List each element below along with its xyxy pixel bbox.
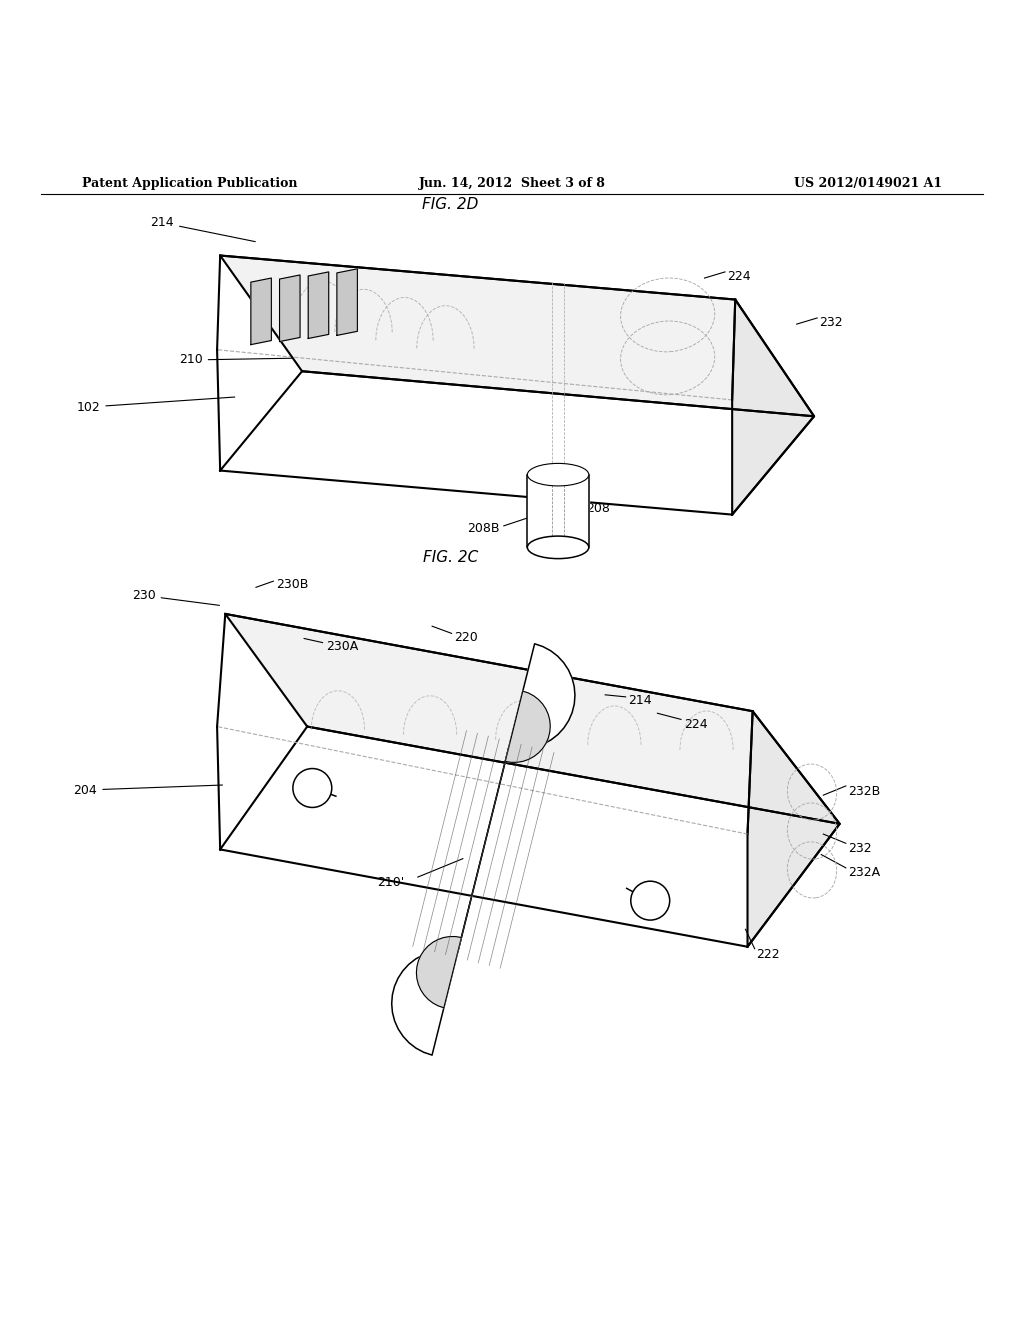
Text: 230A: 230A — [326, 640, 357, 653]
Text: 208: 208 — [586, 502, 609, 515]
Polygon shape — [220, 256, 814, 416]
Text: 232B: 232B — [848, 784, 880, 797]
Polygon shape — [732, 300, 814, 515]
Text: 224: 224 — [684, 718, 708, 731]
Polygon shape — [527, 475, 589, 548]
Text: 230: 230 — [132, 589, 219, 606]
Text: 222: 222 — [756, 948, 779, 961]
Ellipse shape — [527, 536, 589, 558]
Text: 208B: 208B — [467, 523, 500, 536]
Polygon shape — [337, 269, 357, 335]
Text: US 2012/0149021 A1: US 2012/0149021 A1 — [794, 177, 942, 190]
Text: 204: 204 — [74, 784, 222, 796]
Text: Jun. 14, 2012  Sheet 3 of 8: Jun. 14, 2012 Sheet 3 of 8 — [419, 177, 605, 190]
Text: 232: 232 — [819, 315, 843, 329]
Polygon shape — [251, 279, 271, 345]
Text: 102: 102 — [77, 397, 234, 413]
Text: FIG. 2D: FIG. 2D — [422, 197, 479, 211]
Text: Patent Application Publication: Patent Application Publication — [82, 177, 297, 190]
Text: 214: 214 — [151, 216, 255, 242]
Polygon shape — [220, 371, 814, 515]
Polygon shape — [748, 711, 840, 946]
Text: 210: 210 — [179, 354, 306, 367]
Text: 210': 210' — [377, 875, 404, 888]
Polygon shape — [392, 644, 574, 1055]
Text: 232: 232 — [848, 842, 871, 855]
Polygon shape — [225, 614, 840, 824]
Polygon shape — [220, 726, 840, 946]
Text: 230B: 230B — [276, 578, 309, 591]
Ellipse shape — [527, 463, 589, 486]
Circle shape — [631, 882, 670, 920]
Text: 220: 220 — [454, 631, 477, 644]
Text: 224: 224 — [727, 269, 751, 282]
Polygon shape — [308, 272, 329, 338]
Text: FIG. 2C: FIG. 2C — [423, 550, 478, 565]
Polygon shape — [280, 275, 300, 342]
Text: 232A: 232A — [848, 866, 880, 879]
Circle shape — [293, 768, 332, 808]
Polygon shape — [417, 692, 550, 1007]
Text: 214: 214 — [628, 694, 651, 708]
